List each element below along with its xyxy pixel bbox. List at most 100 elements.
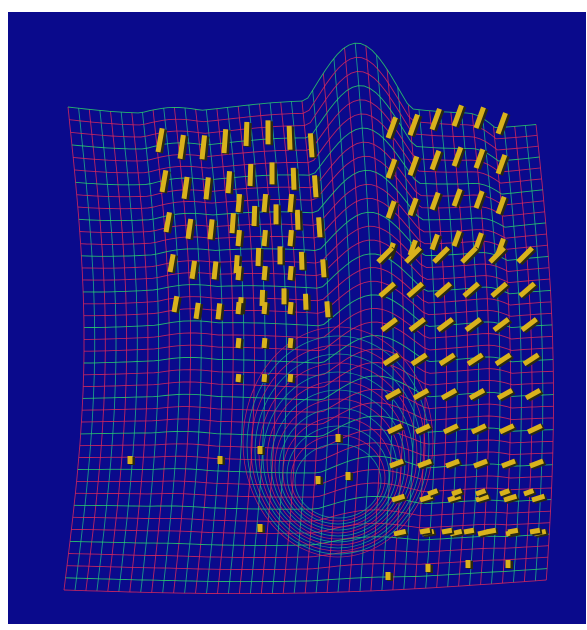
marker-rod [215, 303, 223, 320]
marker-rod [473, 458, 488, 469]
marker-rod [523, 488, 535, 497]
marker-rod [407, 239, 418, 257]
marker-rod [259, 289, 266, 307]
marker-rod [185, 218, 194, 240]
marker-rod [221, 129, 229, 154]
marker-rod [287, 301, 294, 315]
marker-rod [499, 488, 511, 497]
mesh-line-horizontal [65, 568, 548, 583]
marker-rod [255, 247, 262, 267]
marker-rod [376, 246, 394, 264]
mesh-line-horizontal [78, 442, 553, 462]
mesh-line-horizontal [72, 509, 551, 522]
marker-rod [324, 301, 331, 318]
marker-rod [163, 211, 172, 233]
marker-rod [225, 171, 233, 194]
marker-rod [414, 423, 431, 435]
marker-rod [410, 352, 428, 367]
marker-rod [211, 261, 219, 280]
marker-rod [529, 527, 541, 535]
marker-rod [466, 352, 484, 367]
marker-rod [473, 106, 486, 129]
marker-rod [393, 528, 407, 537]
marker-rod [501, 458, 516, 469]
marker-rod [235, 265, 242, 281]
mesh-line-horizontal [80, 197, 548, 250]
mesh-line-horizontal [78, 169, 546, 228]
marker-rod [496, 388, 514, 401]
render-viewport [8, 12, 586, 624]
depression-contour [286, 425, 390, 525]
marker-rod [391, 493, 406, 503]
marker-rod [407, 113, 420, 137]
mesh-line-vertical [354, 43, 373, 592]
marker-rod [189, 260, 197, 280]
mesh-line-horizontal [76, 141, 544, 206]
marker-rod [389, 458, 404, 469]
marker-rod [408, 317, 426, 332]
marker-rod [243, 121, 250, 147]
marker-rod [382, 352, 400, 367]
marker-rod [451, 104, 464, 127]
mesh-line-vertical [333, 58, 351, 593]
mesh-line-horizontal [68, 545, 549, 558]
marker-rod [385, 158, 398, 179]
marker-rod [294, 209, 301, 230]
marker-rod [155, 127, 165, 153]
marker-rod [495, 195, 507, 215]
marker-rod [518, 281, 536, 298]
marker-rod [417, 458, 432, 469]
depression-contour [246, 335, 430, 555]
depression-contour [266, 380, 410, 540]
marker-rod [407, 155, 420, 177]
mesh-line-horizontal [83, 267, 552, 306]
marker-rod [261, 373, 268, 383]
marker-rod [529, 458, 544, 469]
mesh-line-vertical [514, 126, 533, 582]
marker-rod [378, 281, 396, 298]
depression-contour [282, 416, 394, 528]
marker-rod [429, 233, 440, 251]
marker-rod [406, 281, 424, 298]
marker-rod [207, 219, 215, 240]
marker-rod [193, 302, 201, 320]
marker-rod [516, 246, 534, 264]
marker-rod [320, 259, 327, 278]
marker-rod [434, 281, 452, 298]
marker-rod [462, 281, 480, 298]
marker-rod [307, 133, 315, 158]
marker-rod [251, 205, 258, 227]
marker-rod [451, 188, 463, 207]
vector-markers [127, 104, 549, 581]
mesh-line-horizontal [84, 321, 553, 352]
mesh-line-horizontal [76, 469, 553, 486]
marker-rod [464, 317, 482, 332]
mesh-line-horizontal [74, 495, 552, 510]
marker-rod [460, 246, 478, 264]
depression-contour [242, 326, 434, 558]
marker-rod [498, 423, 515, 435]
marker-rod [385, 200, 397, 219]
marker-rod [442, 423, 459, 435]
marker-rod [261, 301, 268, 315]
depression-contour [254, 353, 422, 549]
marker-rod [531, 493, 546, 503]
marker-rod [495, 154, 508, 175]
marker-rod [287, 193, 295, 213]
marker-rod [490, 281, 508, 298]
marker-rod [451, 488, 463, 497]
marker-rod [261, 337, 268, 349]
marker-rod [235, 229, 242, 247]
mesh-line-horizontal [79, 183, 547, 239]
marker-rod [385, 116, 398, 139]
marker-rod [507, 527, 519, 535]
marker-rod [384, 388, 402, 401]
marker-rod [524, 388, 542, 401]
mesh-line-horizontal [81, 225, 550, 272]
mesh-line-horizontal [83, 280, 552, 317]
marker-rod [451, 230, 462, 247]
depression-contour [262, 371, 414, 543]
marker-rod [407, 197, 419, 217]
marker-rod [475, 488, 487, 497]
marker-rod [287, 265, 294, 281]
